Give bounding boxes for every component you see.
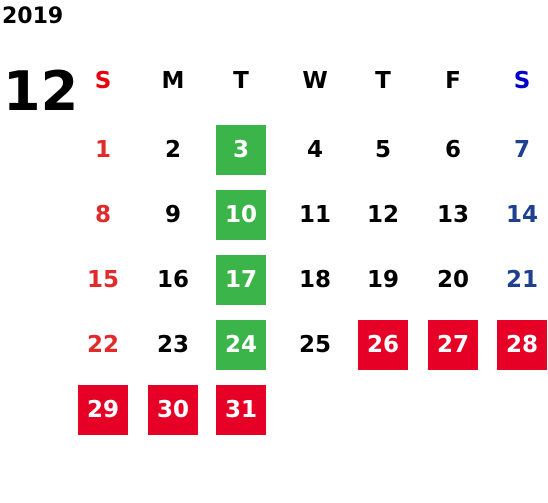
day: 6 [444, 137, 461, 163]
day: 20 [436, 267, 469, 293]
day: 14 [505, 202, 538, 228]
day: 18 [298, 267, 331, 293]
day: 4 [306, 137, 323, 163]
weekday-header: T [375, 68, 391, 94]
day-highlighted: 24 [216, 320, 266, 370]
weekday-header: S [513, 68, 531, 94]
day-highlighted: 28 [497, 320, 547, 370]
day: 25 [298, 332, 331, 358]
day: 15 [86, 267, 119, 293]
month: 12 [3, 60, 79, 123]
day: 11 [298, 202, 331, 228]
day-highlighted: 10 [216, 190, 266, 240]
weekday-header: F [445, 68, 461, 94]
day: 16 [156, 267, 189, 293]
day: 9 [164, 202, 181, 228]
day: 21 [505, 267, 538, 293]
day: 23 [156, 332, 189, 358]
day-highlighted: 30 [148, 385, 198, 435]
day: 12 [366, 202, 399, 228]
day-highlighted: 17 [216, 255, 266, 305]
weekday-header: T [233, 68, 249, 94]
day: 13 [436, 202, 469, 228]
day-highlighted: 27 [428, 320, 478, 370]
year: 2019 [2, 4, 64, 29]
day: 19 [366, 267, 399, 293]
day-highlighted: 26 [358, 320, 408, 370]
weekday-header: S [94, 68, 112, 94]
day-highlighted: 29 [78, 385, 128, 435]
weekday-header: W [302, 68, 328, 94]
day: 1 [94, 137, 111, 163]
day: 2 [164, 137, 181, 163]
day-highlighted: 3 [216, 125, 266, 175]
weekday-header: M [161, 68, 185, 94]
day-highlighted: 31 [216, 385, 266, 435]
day: 8 [94, 202, 111, 228]
day: 22 [86, 332, 119, 358]
day: 5 [374, 137, 391, 163]
day: 7 [513, 137, 530, 163]
